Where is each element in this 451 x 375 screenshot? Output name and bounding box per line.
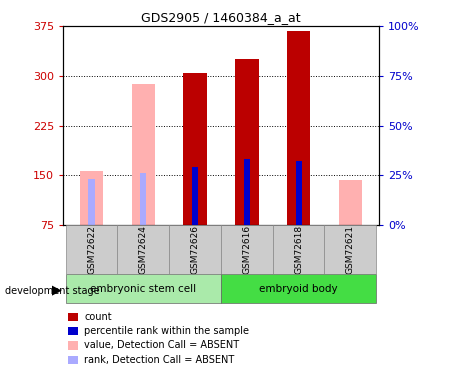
Text: GSM72616: GSM72616	[242, 225, 251, 274]
Bar	[235, 59, 258, 225]
Bar	[295, 161, 302, 225]
Text: rank, Detection Call = ABSENT: rank, Detection Call = ABSENT	[84, 355, 235, 364]
Title: GDS2905 / 1460384_a_at: GDS2905 / 1460384_a_at	[141, 11, 301, 24]
Bar	[66, 225, 117, 274]
Bar	[184, 73, 207, 225]
Text: GSM72618: GSM72618	[294, 225, 303, 274]
Bar	[244, 159, 250, 225]
Text: embryonic stem cell: embryonic stem cell	[90, 284, 197, 294]
Text: percentile rank within the sample: percentile rank within the sample	[84, 326, 249, 336]
Bar	[169, 225, 221, 274]
Text: GSM72622: GSM72622	[87, 225, 96, 274]
Bar	[80, 171, 103, 225]
Bar	[117, 225, 169, 274]
Bar	[132, 84, 155, 225]
Bar	[88, 178, 95, 225]
Bar	[221, 225, 273, 274]
Bar	[339, 180, 362, 225]
Text: value, Detection Call = ABSENT: value, Detection Call = ABSENT	[84, 340, 239, 350]
Bar	[287, 31, 310, 225]
Bar	[325, 225, 376, 274]
Bar	[192, 167, 198, 225]
Text: GSM72626: GSM72626	[191, 225, 200, 274]
Bar	[66, 274, 221, 303]
Bar	[140, 173, 147, 225]
Text: count: count	[84, 312, 112, 322]
Bar	[273, 225, 325, 274]
Text: GSM72621: GSM72621	[346, 225, 355, 274]
Polygon shape	[52, 285, 62, 296]
Text: GSM72624: GSM72624	[139, 225, 148, 274]
Text: development stage: development stage	[5, 286, 99, 296]
Text: embryoid body: embryoid body	[259, 284, 338, 294]
Bar	[221, 274, 376, 303]
